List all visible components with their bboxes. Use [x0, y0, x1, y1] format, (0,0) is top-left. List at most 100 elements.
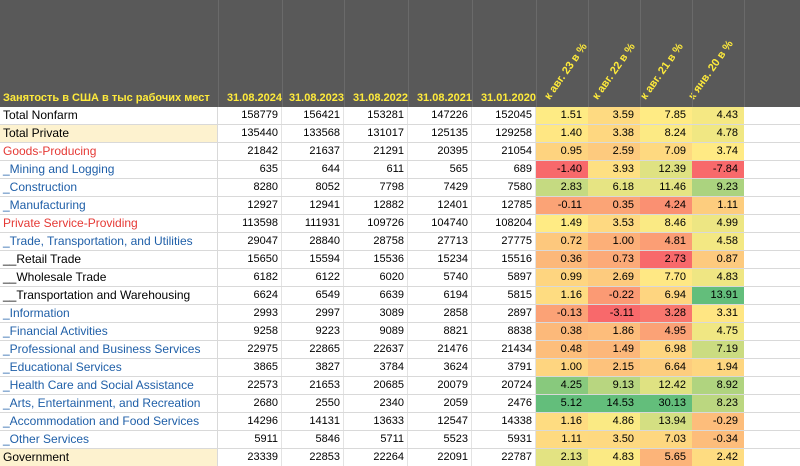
pct-cell[interactable]: 4.58 — [692, 233, 744, 250]
pct-cell[interactable]: 8.46 — [640, 215, 692, 232]
pct-cell[interactable]: -0.11 — [536, 197, 588, 214]
value-cell[interactable]: 12401 — [408, 197, 472, 214]
pct-cell[interactable]: 6.98 — [640, 341, 692, 358]
value-cell[interactable]: 5931 — [472, 431, 536, 448]
pct-cell[interactable]: 1.11 — [536, 431, 588, 448]
value-cell[interactable]: 611 — [344, 161, 408, 178]
row-label[interactable]: _Financial Activities — [0, 323, 218, 340]
empty-cell[interactable] — [740, 215, 800, 232]
pct-cell[interactable]: 0.99 — [536, 269, 588, 286]
value-cell[interactable]: 565 — [408, 161, 472, 178]
value-cell[interactable]: 153281 — [344, 107, 408, 124]
value-cell[interactable]: 3865 — [218, 359, 282, 376]
value-cell[interactable]: 28840 — [282, 233, 344, 250]
value-cell[interactable]: 12785 — [472, 197, 536, 214]
value-cell[interactable]: 6639 — [344, 287, 408, 304]
pct-cell[interactable]: 2.13 — [536, 449, 588, 466]
pct-cell[interactable]: 4.25 — [536, 377, 588, 394]
value-cell[interactable]: 21653 — [282, 377, 344, 394]
pct-cell[interactable]: 1.49 — [536, 215, 588, 232]
pct-cell[interactable]: 4.83 — [588, 449, 640, 466]
col-header-2023[interactable]: 31.08.2023 — [288, 92, 344, 104]
value-cell[interactable]: 2993 — [218, 305, 282, 322]
value-cell[interactable]: 2476 — [472, 395, 536, 412]
value-cell[interactable]: 158779 — [218, 107, 282, 124]
value-cell[interactable]: 7798 — [344, 179, 408, 196]
value-cell[interactable]: 15536 — [344, 251, 408, 268]
value-cell[interactable]: 21291 — [344, 143, 408, 160]
value-cell[interactable]: 3089 — [344, 305, 408, 322]
value-cell[interactable]: 12882 — [344, 197, 408, 214]
row-label[interactable]: _Other Services — [0, 431, 218, 448]
pct-cell[interactable]: 14.53 — [588, 395, 640, 412]
pct-cell[interactable]: 1.86 — [588, 323, 640, 340]
value-cell[interactable]: 12547 — [408, 413, 472, 430]
empty-cell[interactable] — [740, 251, 800, 268]
value-cell[interactable]: 6020 — [344, 269, 408, 286]
pct-cell[interactable]: 1.51 — [536, 107, 588, 124]
pct-cell[interactable]: -0.22 — [588, 287, 640, 304]
pct-cell[interactable]: -0.13 — [536, 305, 588, 322]
pct-cell[interactable]: 0.73 — [588, 251, 640, 268]
pct-header-jan20[interactable]: к янв. 20 в % — [686, 38, 736, 102]
value-cell[interactable]: 2997 — [282, 305, 344, 322]
pct-header-aug21[interactable]: к авг. 21 в % — [638, 41, 686, 102]
value-cell[interactable]: 8821 — [408, 323, 472, 340]
pct-cell[interactable]: 4.86 — [588, 413, 640, 430]
empty-cell[interactable] — [740, 125, 800, 142]
empty-cell[interactable] — [740, 287, 800, 304]
value-cell[interactable]: 2340 — [344, 395, 408, 412]
row-label[interactable]: __Wholesale Trade — [0, 269, 218, 286]
pct-cell[interactable]: 1.11 — [692, 197, 744, 214]
value-cell[interactable]: 6182 — [218, 269, 282, 286]
value-cell[interactable]: 15516 — [472, 251, 536, 268]
value-cell[interactable]: 21476 — [408, 341, 472, 358]
row-label[interactable]: _Mining and Logging — [0, 161, 218, 178]
value-cell[interactable]: 21054 — [472, 143, 536, 160]
pct-cell[interactable]: 3.28 — [640, 305, 692, 322]
value-cell[interactable]: 5740 — [408, 269, 472, 286]
value-cell[interactable]: 22637 — [344, 341, 408, 358]
pct-cell[interactable]: 1.00 — [588, 233, 640, 250]
value-cell[interactable]: 2550 — [282, 395, 344, 412]
pct-cell[interactable]: 3.50 — [588, 431, 640, 448]
value-cell[interactable]: 14296 — [218, 413, 282, 430]
value-cell[interactable]: 8838 — [472, 323, 536, 340]
row-label[interactable]: _Accommodation and Food Services — [0, 413, 218, 430]
pct-cell[interactable]: 4.99 — [692, 215, 744, 232]
value-cell[interactable]: 12941 — [282, 197, 344, 214]
value-cell[interactable]: 7429 — [408, 179, 472, 196]
value-cell[interactable]: 5523 — [408, 431, 472, 448]
pct-cell[interactable]: 12.42 — [640, 377, 692, 394]
col-header-2021[interactable]: 31.08.2021 — [416, 92, 472, 104]
value-cell[interactable]: 20685 — [344, 377, 408, 394]
pct-cell[interactable]: 9.13 — [588, 377, 640, 394]
empty-cell[interactable] — [740, 143, 800, 160]
value-cell[interactable]: 8280 — [218, 179, 282, 196]
row-label[interactable]: _Health Care and Social Assistance — [0, 377, 218, 394]
row-label[interactable]: _Construction — [0, 179, 218, 196]
pct-cell[interactable]: 0.87 — [692, 251, 744, 268]
pct-header-aug22[interactable]: к авг. 22 в % — [590, 41, 638, 102]
pct-cell[interactable]: 3.38 — [588, 125, 640, 142]
value-cell[interactable]: 644 — [282, 161, 344, 178]
empty-cell[interactable] — [740, 323, 800, 340]
value-cell[interactable]: 12927 — [218, 197, 282, 214]
empty-cell[interactable] — [740, 179, 800, 196]
pct-cell[interactable]: 2.42 — [692, 449, 744, 466]
col-header-2020[interactable]: 31.01.2020 — [480, 92, 536, 104]
value-cell[interactable]: 22091 — [408, 449, 472, 466]
empty-cell[interactable] — [740, 431, 800, 448]
value-cell[interactable]: 22787 — [472, 449, 536, 466]
pct-cell[interactable]: 4.83 — [692, 269, 744, 286]
empty-cell[interactable] — [740, 107, 800, 124]
pct-cell[interactable]: 3.53 — [588, 215, 640, 232]
pct-cell[interactable]: 13.91 — [692, 287, 744, 304]
pct-cell[interactable]: 1.49 — [588, 341, 640, 358]
value-cell[interactable]: 22853 — [282, 449, 344, 466]
value-cell[interactable]: 125135 — [408, 125, 472, 142]
row-label[interactable]: Total Nonfarm — [0, 107, 218, 124]
pct-cell[interactable]: 2.69 — [588, 269, 640, 286]
value-cell[interactable]: 104740 — [408, 215, 472, 232]
pct-cell[interactable]: 4.81 — [640, 233, 692, 250]
